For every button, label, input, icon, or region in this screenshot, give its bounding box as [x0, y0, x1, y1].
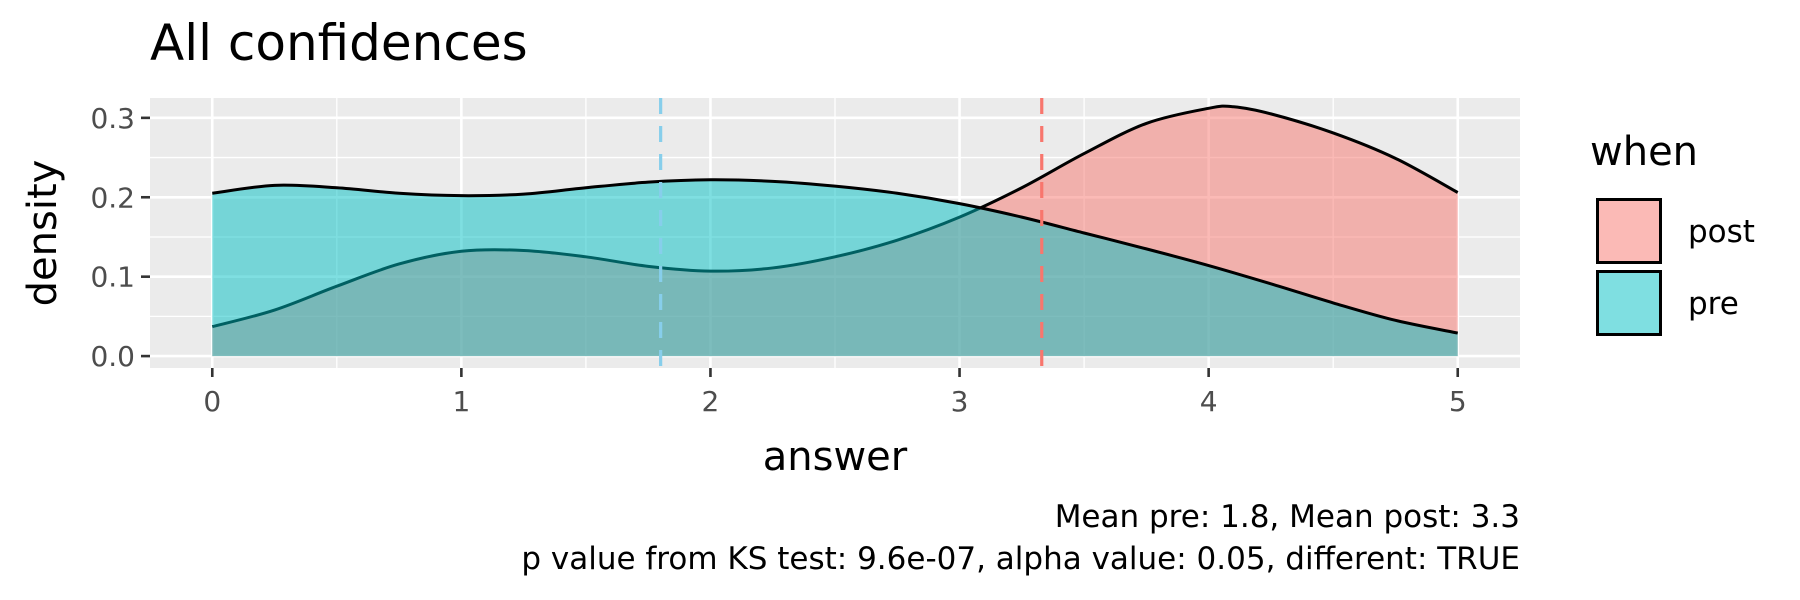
chart-title: All confidences: [150, 14, 528, 72]
caption-line-1: Mean pre: 1.8, Mean post: 3.3: [1055, 499, 1520, 535]
y-tick-label: 0.2: [90, 181, 135, 214]
x-tick-label: 0: [203, 385, 221, 418]
x-tick-label: 4: [1200, 385, 1218, 418]
y-tick-label: 0.3: [90, 102, 135, 135]
x-axis: 0 1 2 3 4 5: [203, 368, 1467, 418]
y-axis: 0.0 0.1 0.2 0.3: [90, 102, 150, 373]
x-axis-title: answer: [763, 434, 908, 480]
mean-lines: [659, 98, 1044, 368]
legend-title: when: [1590, 129, 1698, 175]
legend-label-pre: pre: [1688, 286, 1739, 322]
density-area-pre: [212, 179, 1458, 357]
density-line-pre: [212, 178, 1459, 335]
legend-key-pre: [1596, 270, 1662, 336]
density-areas: [211, 104, 1459, 357]
y-tick-label: 0.0: [90, 340, 135, 373]
legend-label-post: post: [1688, 214, 1755, 250]
x-tick-label: 2: [702, 385, 720, 418]
legend: when post pre: [1590, 129, 1755, 336]
x-tick-label: 1: [452, 385, 470, 418]
y-tick-label: 0.1: [90, 261, 135, 294]
caption-line-2: p value from KS test: 9.6e-07, alpha val…: [521, 541, 1520, 577]
legend-key-post: [1596, 198, 1662, 264]
x-tick-label: 3: [951, 385, 969, 418]
x-tick-label: 5: [1449, 385, 1467, 418]
y-axis-title: density: [20, 160, 66, 307]
